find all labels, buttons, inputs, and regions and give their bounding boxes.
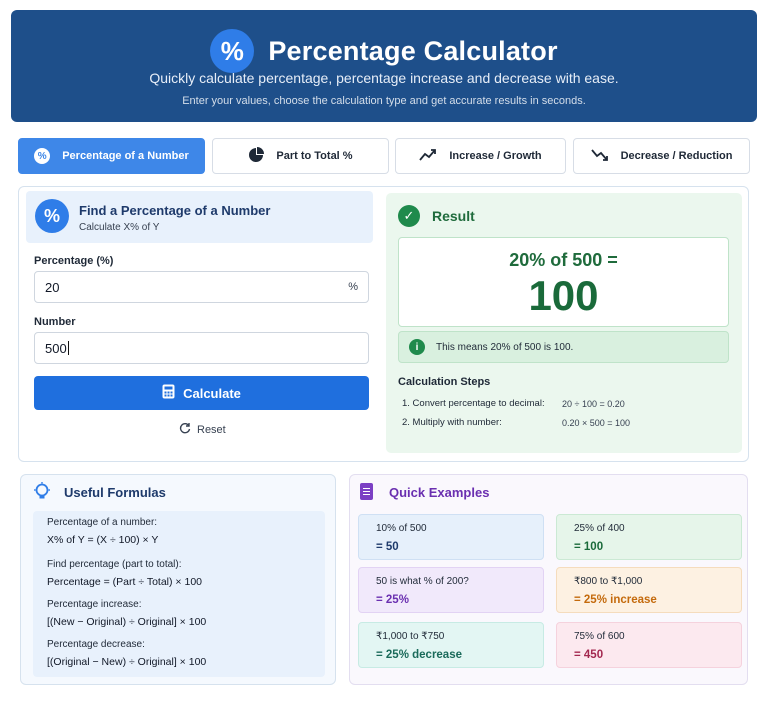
tab-label: Percentage of a Number (62, 150, 189, 162)
tab-increase-growth[interactable]: Increase / Growth (395, 138, 566, 174)
formula-label: Percentage increase: (47, 599, 142, 610)
calculator-icon (162, 384, 175, 402)
example-card[interactable]: ₹800 to ₹1,000 = 25% increase (556, 567, 742, 613)
trending-up-icon (419, 148, 437, 165)
result-title: Result (432, 208, 475, 224)
formulas-title: Useful Formulas (64, 485, 166, 500)
percent-suffix: % (348, 281, 358, 293)
app-header: % Percentage Calculator Quickly calculat… (11, 10, 757, 122)
page-title: Percentage Calculator (268, 35, 558, 66)
formula-expression: [(New − Original) ÷ Original] × 100 (47, 616, 207, 628)
formulas-list (33, 511, 325, 677)
lightbulb-icon (33, 482, 51, 507)
tab-decrease-reduction[interactable]: Decrease / Reduction (573, 138, 750, 174)
example-card[interactable]: 75% of 600 = 450 (556, 622, 742, 668)
info-icon: i (409, 339, 425, 355)
text-caret (67, 341, 69, 355)
formula-label: Percentage decrease: (47, 639, 145, 650)
tab-label: Decrease / Reduction (620, 150, 733, 162)
number-value: 500 (45, 340, 67, 356)
calculator-subheading: Calculate X% of Y (79, 222, 160, 233)
number-label: Number (34, 316, 76, 328)
pie-chart-icon (248, 146, 265, 166)
result-value: 100 (528, 272, 599, 319)
calculator-heading-box (26, 191, 373, 243)
example-question: ₹800 to ₹1,000 (574, 576, 643, 587)
example-card[interactable]: 25% of 400 = 100 (556, 514, 742, 560)
example-question: 10% of 500 (376, 523, 427, 534)
percent-circle-icon: % (35, 199, 69, 233)
formula-label: Find percentage (part to total): (47, 559, 182, 570)
page-description: Enter your values, choose the calculatio… (182, 95, 586, 107)
formula-expression: Percentage = (Part ÷ Total) × 100 (47, 576, 202, 588)
percent-logo-icon: % (210, 29, 255, 73)
reset-label: Reset (197, 423, 226, 436)
example-card[interactable]: ₹1,000 to ₹750 = 25% decrease (358, 622, 544, 668)
percentage-value: 20 (45, 279, 60, 295)
tab-label: Increase / Growth (449, 150, 542, 162)
example-answer: = 25% (376, 594, 409, 606)
example-answer: = 25% decrease (376, 649, 462, 661)
number-input[interactable]: 500 (34, 332, 369, 364)
example-answer: = 100 (574, 541, 604, 553)
step-label: 2. Multiply with number: (402, 417, 502, 428)
example-question: 50 is what % of 200? (376, 576, 469, 587)
result-info-box (398, 331, 729, 363)
tab-part-to-total[interactable]: Part to Total % (212, 138, 389, 174)
result-expression: 20% of 500 = (509, 250, 618, 270)
examples-title: Quick Examples (389, 485, 490, 500)
tab-label: Part to Total % (276, 150, 353, 162)
refresh-icon (179, 422, 191, 437)
calculate-label: Calculate (183, 385, 241, 401)
example-answer: = 450 (574, 649, 604, 661)
step-label: 1. Convert percentage to decimal: (402, 398, 545, 409)
page-subtitle: Quickly calculate percentage, percentage… (149, 70, 619, 86)
formula-label: Percentage of a number: (47, 517, 158, 528)
calculator-heading: Find a Percentage of a Number (79, 203, 271, 218)
calculate-button[interactable]: Calculate (34, 376, 369, 410)
example-card[interactable]: 50 is what % of 200? = 25% (358, 567, 544, 613)
formula-expression: X% of Y = (X ÷ 100) × Y (47, 534, 159, 546)
percentage-label: Percentage (%) (34, 255, 114, 267)
example-question: ₹1,000 to ₹750 (376, 631, 445, 642)
document-icon (360, 483, 373, 500)
formula-expression: [(Original − New) ÷ Original] × 100 (47, 656, 207, 668)
example-answer: = 50 (376, 541, 399, 553)
percent-circle-icon: % (34, 148, 51, 164)
steps-title: Calculation Steps (398, 376, 491, 388)
result-box: 20% of 500 = 100 (398, 237, 729, 327)
percentage-input[interactable]: 20 % (34, 271, 369, 303)
example-question: 25% of 400 (574, 523, 625, 534)
trending-down-icon (590, 148, 609, 165)
header-title-row: % Percentage Calculator (11, 27, 757, 75)
step-calc: 20 ÷ 100 = 0.20 (562, 399, 625, 409)
check-circle-icon: ✓ (398, 205, 420, 227)
step-calc: 0.20 × 500 = 100 (562, 418, 631, 428)
example-card[interactable]: 10% of 500 = 50 (358, 514, 544, 560)
example-question: 75% of 600 (574, 631, 625, 642)
result-info-text: This means 20% of 500 is 100. (436, 342, 574, 353)
example-answer: = 25% increase (574, 594, 657, 606)
tab-percentage-of-number[interactable]: % Percentage of a Number (18, 138, 205, 174)
reset-button[interactable]: Reset (179, 422, 226, 437)
